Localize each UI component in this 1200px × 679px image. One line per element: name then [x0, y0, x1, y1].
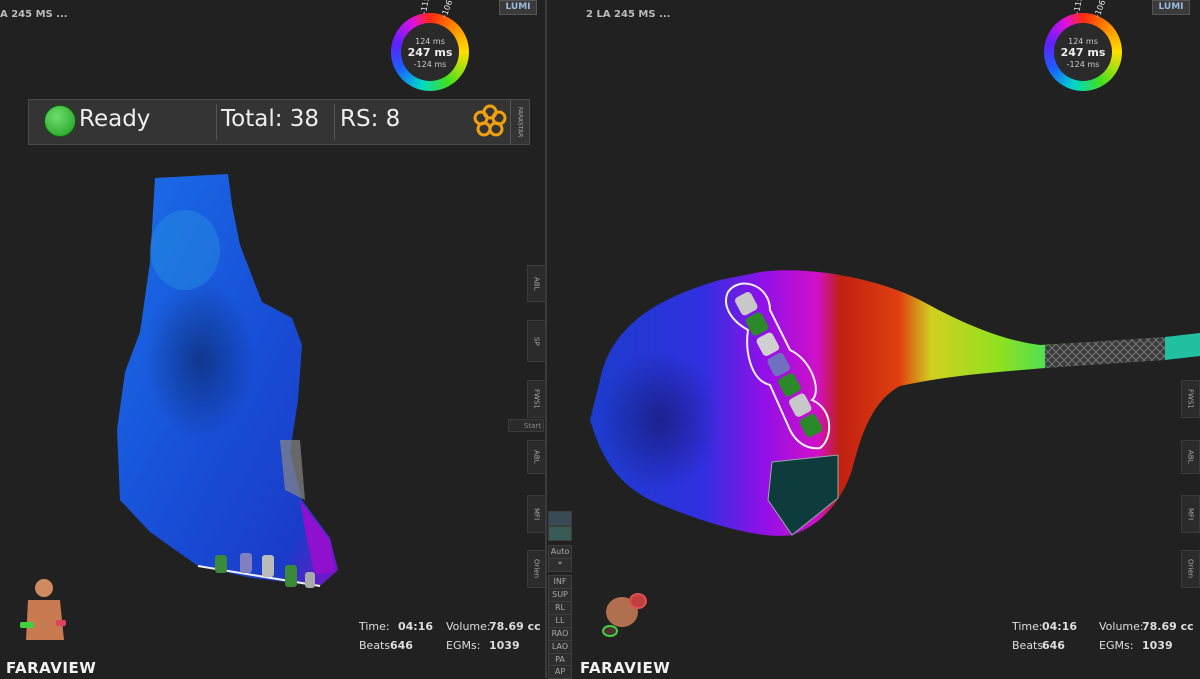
- stat-value: 646: [390, 639, 413, 652]
- ring-center: 247 ms: [1060, 46, 1106, 59]
- tool-icon[interactable]: [548, 511, 572, 526]
- body-icon: [20, 579, 66, 640]
- side-tab[interactable]: ABL: [527, 440, 546, 474]
- tool-icon[interactable]: [548, 526, 572, 541]
- side-tab[interactable]: ABL: [527, 265, 546, 302]
- stat-value: 04:16: [398, 620, 434, 633]
- timing-ring: 124 ms 247 ms -124 ms: [1044, 13, 1122, 91]
- stat-value: 04:16: [1042, 620, 1078, 633]
- status-state: Ready: [79, 106, 151, 132]
- timing-ring: 124 ms 247 ms -124 ms: [391, 13, 469, 91]
- toolbar-button[interactable]: RL: [548, 601, 572, 615]
- stat-value: 1039: [1142, 639, 1173, 652]
- ring-top: 124 ms: [415, 37, 445, 46]
- stat-label: EGMs:: [446, 639, 481, 652]
- ring-center: 247 ms: [407, 46, 453, 59]
- stat-label: Beats: [1012, 639, 1044, 652]
- stat-label: Volume:: [1099, 620, 1144, 633]
- stat-label: Time:: [1012, 620, 1043, 633]
- stat-value: 646: [1042, 639, 1065, 652]
- stat-label: Beats: [359, 639, 391, 652]
- side-tab[interactable]: FWS1: [1181, 380, 1200, 418]
- toolbar-button[interactable]: *: [548, 558, 572, 572]
- panel-title: A 245 MS ...: [0, 9, 68, 20]
- catheter-right: [725, 282, 831, 450]
- brand: FARAVIEW: [580, 659, 671, 677]
- toolbar-button[interactable]: LAO: [548, 640, 572, 654]
- status-rs: RS: 8: [340, 106, 401, 132]
- status-bar: Ready Total: 38 RS: 8 FARASTAR: [28, 99, 530, 145]
- side-tab[interactable]: MFI: [527, 495, 546, 533]
- toolbar-button[interactable]: LL: [548, 614, 572, 628]
- side-tab[interactable]: SP: [527, 320, 546, 362]
- brand: FARAVIEW: [6, 659, 97, 677]
- side-tab[interactable]: Orien: [1181, 550, 1200, 588]
- stat-label: Volume:: [446, 620, 491, 633]
- side-tab[interactable]: ABL: [1181, 440, 1200, 474]
- divider: [545, 0, 547, 678]
- stat-value: 78.69 cc: [1142, 620, 1194, 633]
- stat-label: Time:: [359, 620, 390, 633]
- status-vertical: FARASTAR: [510, 100, 529, 144]
- status-icon[interactable]: [473, 104, 507, 138]
- ring-top: 124 ms: [1068, 37, 1098, 46]
- toolbar-button[interactable]: AP: [548, 665, 572, 679]
- toolbar-button[interactable]: Auto: [548, 545, 572, 559]
- catheter-left: [197, 553, 321, 588]
- lumi-badge[interactable]: LUMI: [499, 0, 537, 15]
- start-button[interactable]: Start: [508, 419, 544, 432]
- ring-bottom: -124 ms: [413, 60, 447, 69]
- toolbar-button[interactable]: SUP: [548, 588, 572, 602]
- lumi-badge[interactable]: LUMI: [1152, 0, 1190, 15]
- ring-bottom: -124 ms: [1066, 60, 1100, 69]
- toolbar-button[interactable]: RAO: [548, 627, 572, 641]
- heart-icon: [602, 593, 647, 637]
- side-tab[interactable]: MFI: [1181, 495, 1200, 533]
- status-total: Total: 38: [221, 106, 320, 132]
- side-tab[interactable]: Orien: [527, 550, 546, 588]
- side-tab[interactable]: FWS1: [527, 380, 546, 418]
- stat-value: 1039: [489, 639, 520, 652]
- panel-title: 2 LA 245 MS ...: [586, 9, 671, 20]
- chamber-right: [590, 270, 1200, 536]
- status-light: [44, 105, 76, 137]
- toolbar-button[interactable]: INF: [548, 575, 572, 589]
- stat-value: 78.69 cc: [489, 620, 541, 633]
- stat-label: EGMs:: [1099, 639, 1134, 652]
